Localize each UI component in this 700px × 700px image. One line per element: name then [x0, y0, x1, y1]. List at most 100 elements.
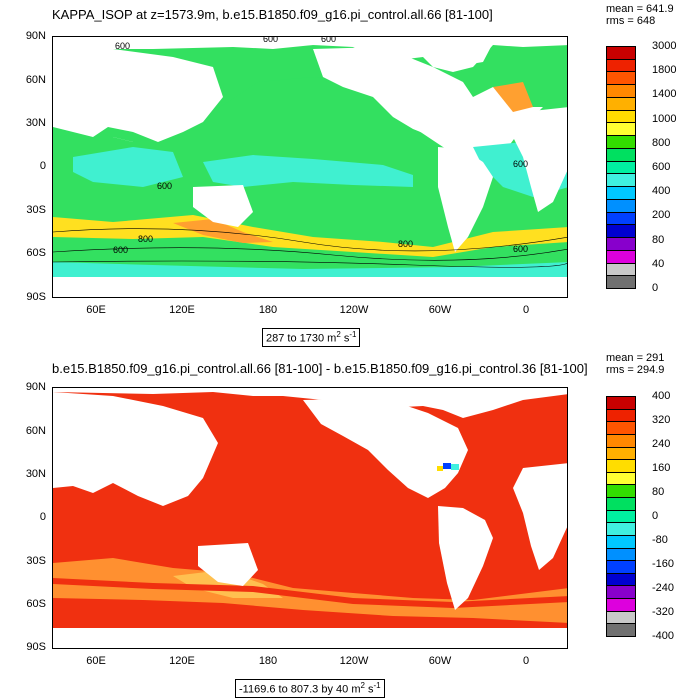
top-contour-1: [53, 228, 567, 252]
top-land-africa: [513, 107, 567, 212]
top-range-sup1: 2: [336, 330, 341, 339]
bottom-colorbar-swatch: [606, 433, 636, 448]
top-contour-label: 800: [138, 234, 153, 244]
top-colorbar-swatch: [606, 249, 636, 264]
bottom-lon-label: 120W: [339, 655, 369, 667]
top-gulf-orange: [493, 82, 533, 112]
bottom-colorbar-label: -160: [652, 558, 675, 570]
top-map: 600 600 600 600 800 800 600 600 600: [52, 36, 568, 298]
top-colorbar-swatch: [606, 173, 636, 188]
bottom-map: [52, 387, 568, 649]
top-colorbar-swatch: [606, 109, 636, 124]
bottom-colorbar-swatch: [606, 484, 636, 499]
bottom-lon-label: 60E: [86, 655, 106, 667]
top-colorbar-swatch: [606, 262, 636, 277]
bottom-colorbar-label: 400: [652, 390, 671, 402]
top-cyan-indian: [73, 147, 183, 187]
bottom-colorbar-swatch: [606, 459, 636, 473]
top-colorbar-label: 40: [652, 257, 665, 270]
top-colorbar-swatch: [606, 58, 636, 73]
top-panel: KAPPA_ISOP at z=1573.9m, b.e15.B1850.f09…: [25, 3, 677, 347]
top-lat-label: 60S: [26, 247, 46, 259]
top-colorbar-label: 800: [652, 136, 671, 149]
top-lat-label: 0: [39, 160, 46, 172]
bottom-anomaly-yellow: [437, 466, 443, 471]
bottom-colorbar-label: -80: [652, 534, 668, 546]
top-lon-label: 120W: [339, 304, 369, 316]
bottom-colorbar-label: 320: [652, 414, 671, 426]
top-contour-label: 600: [263, 37, 278, 44]
top-colorbar-swatch: [606, 147, 636, 162]
top-contour-label: 600: [513, 244, 528, 254]
top-contour-label: 600: [113, 245, 128, 255]
bottom-lat-label: 30N: [25, 468, 46, 480]
top-colorbar-swatch: [606, 160, 636, 175]
top-colorbar-swatch: [606, 46, 636, 60]
bottom-land-antarctica: [53, 628, 567, 648]
top-land-northamerica: [313, 47, 473, 137]
top-contour-labels: 600 600 600 600 800 800 600 600 600: [113, 37, 528, 255]
top-land-australia: [193, 185, 253, 227]
top-range-mid: s: [340, 332, 350, 345]
top-contour-2: [53, 247, 567, 261]
top-range-sup2: -1: [349, 330, 357, 339]
top-lat-label: 60N: [25, 74, 46, 86]
bottom-panel: b.e15.B1850.f09_g16.pi_control.all.66 [8…: [0, 350, 700, 700]
bottom-lon-label: 60W: [428, 655, 452, 667]
bottom-panel-stats: mean = 291 rms = 294.9: [606, 352, 664, 376]
bottom-colorbar-swatch: [606, 497, 636, 511]
bottom-colorbar-swatch: [606, 522, 636, 536]
top-colorbar-label: 1400: [652, 88, 677, 101]
top-colorbar-label: 400: [652, 185, 671, 198]
top-lat-label: 30N: [25, 117, 46, 129]
top-panel-title: KAPPA_ISOP at z=1573.9m, b.e15.B1850.f09…: [52, 7, 493, 22]
bottom-colorbar-label: -320: [652, 606, 675, 618]
bottom-lat-label: 60S: [26, 598, 46, 610]
top-colorbar-swatch: [606, 186, 636, 200]
bottom-colorbar-swatch: [606, 534, 636, 549]
top-contour-label: 600: [115, 41, 130, 51]
top-colorbar-swatch: [606, 237, 636, 251]
top-colorbar-swatch: [606, 135, 636, 149]
bottom-lat-label: 90N: [25, 381, 46, 393]
top-colorbar-swatch: [606, 224, 636, 239]
top-contour-label: 800: [398, 239, 413, 249]
top-land-greenland: [433, 43, 493, 67]
top-lon-label: 120E: [169, 304, 195, 316]
top-contour-label: 600: [321, 37, 336, 44]
top-range-text: 287 to 1730 m: [266, 332, 337, 345]
top-colorbar-swatch: [606, 71, 636, 86]
bottom-colorbar-label: 240: [652, 438, 671, 450]
top-colorbar-label: 0: [652, 282, 659, 294]
bottom-panel-title: b.e15.B1850.f09_g16.pi_control.all.66 [8…: [52, 361, 588, 376]
bottom-lat-label: 0: [39, 511, 46, 523]
top-lon-label: 60W: [428, 304, 452, 316]
bottom-colorbar-label: 0: [652, 510, 659, 522]
bottom-colorbar-label: 80: [652, 486, 665, 498]
top-cyan-south: [53, 262, 567, 277]
top-land-antarctica: [53, 277, 567, 297]
bottom-rms: rms = 294.9: [606, 364, 665, 376]
bottom-colorbar-swatch: [606, 421, 636, 435]
top-acc-orange: [173, 219, 273, 243]
bottom-colorbar-swatch: [606, 408, 636, 423]
top-lon-label: 60E: [86, 304, 106, 316]
top-contour-label: 600: [513, 159, 528, 169]
top-contour-label: 600: [157, 181, 172, 191]
bottom-land-southamerica: [438, 506, 493, 610]
bottom-land-africa: [513, 463, 567, 570]
top-colorbar-swatch: [606, 211, 636, 226]
bottom-colorbar-swatch: [606, 623, 636, 637]
bottom-mean: mean = 291: [606, 352, 665, 364]
top-mean: mean = 641.9: [606, 3, 674, 15]
bottom-colorbar-swatch: [606, 471, 636, 486]
top-land-asia: [53, 49, 223, 142]
top-panel-stats: mean = 641.9 rms = 648: [606, 3, 674, 27]
bottom-acc-red-strip: [53, 578, 567, 608]
bottom-colorbar-swatch: [606, 560, 636, 574]
bottom-range-mid: s: [364, 683, 374, 696]
top-colorbar-swatch: [606, 84, 636, 98]
bottom-colorbar: 400 320 240 160 80 0 -80 -160 -240 -320 -400: [606, 390, 674, 642]
top-colorbar-swatch: [606, 122, 636, 137]
bottom-range-sup1: 2: [360, 681, 365, 690]
